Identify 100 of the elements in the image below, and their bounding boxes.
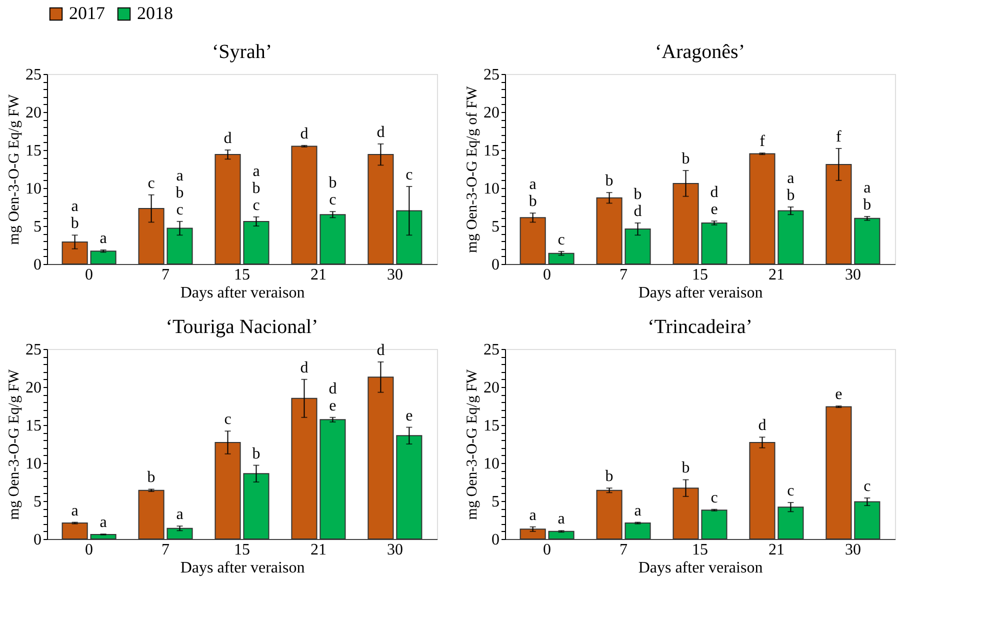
bar	[138, 208, 164, 264]
y-tick-label: 5	[34, 218, 42, 236]
bar	[854, 218, 880, 264]
data-label: c	[224, 411, 232, 428]
data-label: b	[252, 445, 260, 462]
data-label: f	[836, 128, 842, 146]
y-tick-label: 15	[26, 142, 42, 160]
y-axis-title: mg Oen-3-O-G Eq/g of FW	[464, 85, 480, 253]
data-label: d	[758, 417, 766, 434]
x-axis-title: Days after veraison	[638, 560, 763, 576]
x-axis-title: Days after veraison	[638, 284, 763, 302]
bar	[214, 442, 241, 540]
data-label: abc	[252, 162, 260, 214]
data-label: d	[376, 342, 385, 359]
y-tick-label: 25	[484, 342, 500, 358]
data-label: d	[224, 130, 232, 147]
legend-label: 2017	[69, 3, 105, 23]
data-label: d	[300, 359, 308, 376]
bar	[166, 228, 193, 264]
x-tick-label: 15	[692, 266, 708, 284]
bar	[596, 490, 622, 540]
data-label: b	[682, 150, 690, 168]
bar	[396, 210, 422, 264]
y-axis-title: mg Oen-3-O-G Eq/g FW	[6, 93, 22, 245]
data-label: abc	[176, 167, 184, 218]
bar	[826, 406, 852, 540]
y-tick-label: 10	[484, 180, 500, 198]
bar	[778, 210, 804, 264]
bar	[854, 501, 880, 540]
data-label: a	[176, 506, 184, 524]
y-tick-label: 5	[492, 494, 500, 510]
data-label: bc	[328, 174, 337, 209]
y-axis-title: mg Oen-3-O-G Eq/g FW	[6, 368, 22, 520]
x-tick-label: 30	[386, 542, 403, 558]
data-label: c	[406, 166, 413, 184]
x-tick-label: 7	[620, 266, 628, 284]
y-tick-label: 20	[26, 104, 42, 122]
x-tick-label: 30	[844, 266, 861, 284]
bar	[62, 241, 88, 264]
y-tick-label: 10	[26, 456, 42, 472]
bar	[320, 214, 346, 264]
x-axis-title: Days after veraison	[180, 560, 305, 576]
x-axis-title: Days after veraison	[180, 284, 305, 302]
bar	[90, 250, 116, 264]
bar	[368, 154, 394, 264]
x-tick-label: 15	[234, 542, 250, 558]
bar	[396, 435, 422, 540]
data-label: a	[100, 514, 107, 532]
data-label: a	[558, 510, 565, 528]
bar	[368, 376, 394, 540]
y-tick-label: 25	[484, 66, 500, 84]
data-label: e	[406, 407, 413, 424]
x-tick-label: 21	[768, 542, 784, 558]
bar	[672, 488, 699, 540]
x-tick-label: 15	[234, 266, 250, 284]
y-tick-label: 10	[26, 180, 42, 198]
bar	[90, 534, 116, 540]
bar	[291, 398, 318, 540]
x-tick-label: 7	[162, 542, 170, 558]
data-label: a	[634, 502, 642, 520]
bar	[62, 522, 88, 540]
x-tick-label: 30	[386, 266, 403, 284]
data-label: ab	[786, 170, 795, 204]
bar	[624, 228, 651, 264]
data-label: c	[558, 231, 565, 248]
data-label: c	[710, 489, 718, 506]
y-tick-label: 15	[484, 142, 500, 160]
y-tick-label: 25	[26, 342, 42, 358]
bar	[520, 528, 546, 540]
y-tick-label: 5	[34, 494, 42, 510]
data-label: b	[147, 469, 156, 486]
chart-title: ‘Aragonês’	[655, 41, 745, 63]
data-label: d	[300, 125, 308, 142]
data-label: b	[605, 172, 614, 190]
bar	[520, 217, 546, 264]
bar	[624, 522, 651, 540]
bar	[672, 182, 699, 264]
y-axis-title: mg Oen-3-O-G Eq/g FW	[464, 368, 480, 520]
data-label: f	[760, 133, 766, 150]
y-tick-label: 20	[484, 104, 500, 122]
bar	[243, 220, 270, 264]
bar	[701, 222, 728, 264]
x-tick-label: 0	[543, 266, 552, 284]
bar	[166, 528, 193, 540]
chart-title: ‘Trincadeira’	[648, 316, 752, 338]
y-tick-label: 5	[492, 218, 500, 236]
y-tick-label: 10	[484, 456, 500, 472]
data-label: e	[835, 386, 842, 403]
data-label: c	[864, 478, 871, 495]
data-label: bd	[634, 186, 642, 220]
data-label: a	[100, 230, 107, 247]
x-tick-label: 21	[310, 266, 326, 284]
bar	[138, 490, 164, 540]
data-label: b	[682, 460, 690, 477]
x-tick-label: 30	[844, 542, 861, 558]
x-tick-label: 21	[310, 542, 326, 558]
chart-title: ‘Syrah’	[212, 41, 272, 63]
data-label: c	[148, 174, 155, 192]
data-label: ab	[70, 198, 79, 232]
bar	[291, 146, 318, 264]
